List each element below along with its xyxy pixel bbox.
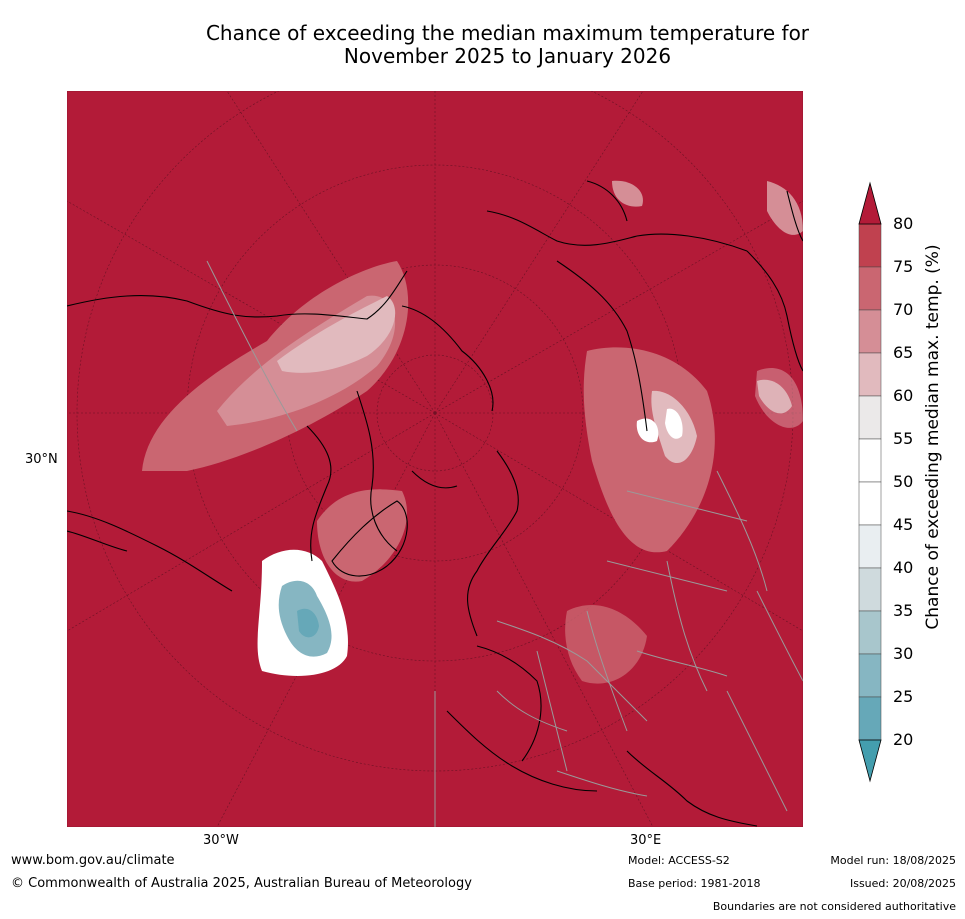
colorbar-tick-label: 50	[893, 472, 914, 491]
colorbar-tick-label: 30	[893, 644, 914, 663]
colorbar-band	[858, 266, 882, 311]
lon-label-30w: 30°W	[203, 833, 239, 848]
model-run-text: Model run: 18/08/2025	[830, 854, 956, 867]
forecast-map	[67, 91, 803, 827]
colorbar	[858, 181, 882, 783]
colorbar-tick-label: 60	[893, 386, 914, 405]
shading-alaska-70	[767, 181, 803, 235]
country-borders	[206, 260, 803, 827]
colorbar-bands	[858, 223, 882, 741]
colorbar-tick-label: 75	[893, 257, 914, 276]
shading-atlantic-blue-2	[297, 608, 319, 638]
colorbar-tick-label: 80	[893, 214, 914, 233]
colorbar-band	[858, 223, 882, 268]
colorbar-band	[858, 610, 882, 655]
colorbar-tick-label: 65	[893, 343, 914, 362]
colorbar-tick-label: 45	[893, 515, 914, 534]
colorbar-band	[858, 696, 882, 741]
probability-shading	[142, 180, 803, 684]
colorbar-tick-label: 35	[893, 601, 914, 620]
shading-kamchatka	[612, 180, 643, 207]
lat-label-30n: 30°N	[25, 452, 58, 467]
colorbar-tick-label: 25	[893, 687, 914, 706]
title-line-2: November 2025 to January 2026	[343, 44, 672, 68]
shading-siberia-white	[665, 408, 683, 439]
shading-siberia-70	[583, 347, 715, 553]
issued-text: Issued: 20/08/2025	[849, 877, 956, 890]
disclaimer-text: Boundaries are not considered authoritat…	[712, 900, 956, 913]
colorbar-tick-label: 70	[893, 300, 914, 319]
colorbar-label: Chance of exceeding median max. temp. (%…	[923, 244, 943, 630]
colorbar-tick-label: 55	[893, 429, 914, 448]
shading-europe-70	[565, 605, 647, 684]
copyright-text: © Commonwealth of Australia 2025, Austra…	[11, 876, 472, 891]
title-line-1: Chance of exceeding the median maximum t…	[205, 21, 810, 45]
colorbar-band	[858, 481, 882, 526]
map-title: Chance of exceeding the median maximum t…	[0, 22, 965, 68]
colorbar-band	[858, 395, 882, 440]
shading-greenland	[317, 489, 408, 582]
shading-east-70	[755, 368, 803, 428]
base-period-text: Base period: 1981-2018	[628, 877, 761, 890]
colorbar-under-arrow	[858, 739, 882, 783]
lon-label-30e: 30°E	[630, 833, 662, 848]
model-text: Model: ACCESS-S2	[628, 854, 730, 867]
colorbar-band	[858, 653, 882, 698]
colorbar-band	[858, 438, 882, 483]
colorbar-over-arrow	[858, 181, 882, 225]
colorbar-band	[858, 309, 882, 354]
colorbar-band	[858, 352, 882, 397]
shading-canada-60	[277, 296, 396, 373]
website-text: www.bom.gov.au/climate	[11, 853, 175, 868]
coastlines	[67, 180, 803, 827]
colorbar-tick-label: 20	[893, 730, 914, 749]
colorbar-band	[858, 524, 882, 569]
colorbar-band	[858, 567, 882, 612]
colorbar-tick-label: 40	[893, 558, 914, 577]
shading-mongolia	[636, 418, 659, 443]
